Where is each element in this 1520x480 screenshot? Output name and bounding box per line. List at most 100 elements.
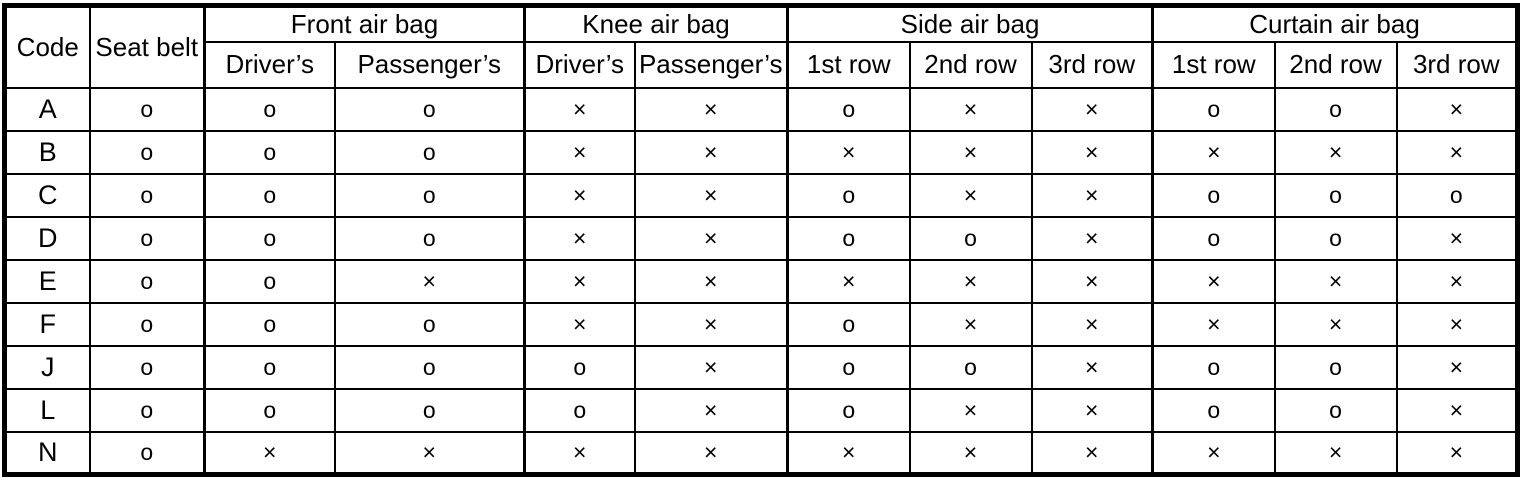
mark-o: o xyxy=(786,301,911,347)
mark-o: o xyxy=(333,215,526,261)
mark-o: o xyxy=(1273,215,1398,261)
mark-o: o xyxy=(203,172,336,218)
mark-o: o xyxy=(88,344,206,390)
mark-o: o xyxy=(1395,172,1519,218)
mark-o: o xyxy=(1273,387,1398,433)
mark-x: × xyxy=(1151,129,1276,175)
mark-x: × xyxy=(333,430,526,476)
code-cell: F xyxy=(3,301,91,347)
mark-x: × xyxy=(633,172,790,218)
subheader-curtain-2nd-row: 2nd row xyxy=(1273,40,1398,89)
mark-o: o xyxy=(1151,172,1276,218)
mark-o: o xyxy=(203,86,336,132)
mark-x: × xyxy=(908,301,1033,347)
mark-x: × xyxy=(1030,344,1155,390)
mark-x: × xyxy=(1151,258,1276,304)
mark-o: o xyxy=(88,430,206,476)
header-curtain-air-bag: Curtain air bag xyxy=(1151,4,1519,43)
mark-x: × xyxy=(1030,430,1155,476)
mark-x: × xyxy=(908,387,1033,433)
mark-x: × xyxy=(1273,258,1398,304)
mark-o: o xyxy=(203,387,336,433)
mark-x: × xyxy=(908,172,1033,218)
mark-o: o xyxy=(1273,86,1398,132)
mark-x: × xyxy=(1030,172,1155,218)
mark-o: o xyxy=(523,387,636,433)
mark-x: × xyxy=(633,86,790,132)
mark-x: × xyxy=(633,387,790,433)
mark-x: × xyxy=(523,258,636,304)
mark-x: × xyxy=(908,86,1033,132)
mark-x: × xyxy=(523,129,636,175)
mark-x: × xyxy=(908,258,1033,304)
mark-x: × xyxy=(1030,215,1155,261)
mark-o: o xyxy=(88,258,206,304)
mark-o: o xyxy=(203,258,336,304)
code-cell: L xyxy=(3,387,91,433)
mark-o: o xyxy=(1273,172,1398,218)
mark-x: × xyxy=(1395,301,1519,347)
header-front-air-bag: Front air bag xyxy=(203,4,526,43)
mark-o: o xyxy=(1151,215,1276,261)
mark-o: o xyxy=(1151,86,1276,132)
code-cell: D xyxy=(3,215,91,261)
mark-x: × xyxy=(1395,86,1519,132)
subheader-side-2nd-row: 2nd row xyxy=(908,40,1033,89)
code-cell: J xyxy=(3,344,91,390)
mark-x: × xyxy=(633,258,790,304)
mark-o: o xyxy=(333,387,526,433)
mark-x: × xyxy=(633,129,790,175)
mark-x: × xyxy=(1030,387,1155,433)
mark-x: × xyxy=(1151,430,1276,476)
mark-o: o xyxy=(523,344,636,390)
mark-o: o xyxy=(88,215,206,261)
mark-x: × xyxy=(1030,129,1155,175)
code-cell: A xyxy=(3,86,91,132)
mark-x: × xyxy=(633,344,790,390)
mark-x: × xyxy=(1151,301,1276,347)
mark-x: × xyxy=(523,430,636,476)
mark-o: o xyxy=(908,344,1033,390)
mark-x: × xyxy=(1395,258,1519,304)
mark-o: o xyxy=(786,387,911,433)
mark-x: × xyxy=(1395,215,1519,261)
mark-x: × xyxy=(523,172,636,218)
header-side-air-bag: Side air bag xyxy=(786,4,1155,43)
mark-o: o xyxy=(88,86,206,132)
mark-o: o xyxy=(88,301,206,347)
mark-o: o xyxy=(786,172,911,218)
mark-x: × xyxy=(1273,129,1398,175)
header-knee-air-bag: Knee air bag xyxy=(523,4,790,43)
mark-x: × xyxy=(1395,430,1519,476)
mark-x: × xyxy=(633,301,790,347)
code-cell: N xyxy=(3,430,91,476)
subheader-curtain-3rd-row: 3rd row xyxy=(1395,40,1519,89)
subheader-side-1st-row: 1st row xyxy=(786,40,911,89)
mark-o: o xyxy=(1273,344,1398,390)
mark-x: × xyxy=(523,86,636,132)
subheader-front-drivers: Driver’s xyxy=(203,40,336,89)
mark-x: × xyxy=(1395,344,1519,390)
mark-x: × xyxy=(523,301,636,347)
mark-o: o xyxy=(88,387,206,433)
mark-o: o xyxy=(786,86,911,132)
mark-x: × xyxy=(1273,430,1398,476)
mark-o: o xyxy=(333,344,526,390)
mark-o: o xyxy=(786,215,911,261)
header-group-row: Code Seat belt Front air bag Knee air ba… xyxy=(3,4,1519,89)
subheader-curtain-1st-row: 1st row xyxy=(1151,40,1276,89)
mark-x: × xyxy=(633,215,790,261)
mark-o: o xyxy=(88,172,206,218)
header-sub-row: Driver’s Passenger’s Driver’s Passenger’… xyxy=(5,40,1519,89)
mark-o: o xyxy=(333,172,526,218)
mark-x: × xyxy=(1273,301,1398,347)
subheader-side-3rd-row: 3rd row xyxy=(1030,40,1155,89)
